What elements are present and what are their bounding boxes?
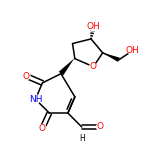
Text: H: H (79, 134, 85, 143)
Circle shape (89, 22, 98, 31)
Polygon shape (59, 58, 74, 76)
Text: NH: NH (29, 95, 42, 104)
Text: O: O (90, 62, 97, 71)
Text: OH: OH (126, 46, 140, 55)
Circle shape (97, 123, 104, 131)
Text: O: O (23, 71, 30, 81)
Text: O: O (97, 123, 104, 131)
Text: OH: OH (86, 22, 100, 31)
Circle shape (22, 72, 30, 80)
Circle shape (128, 46, 137, 55)
Circle shape (39, 124, 46, 132)
Circle shape (90, 63, 97, 70)
Text: O: O (39, 124, 46, 133)
Polygon shape (103, 53, 120, 62)
Circle shape (31, 95, 40, 104)
